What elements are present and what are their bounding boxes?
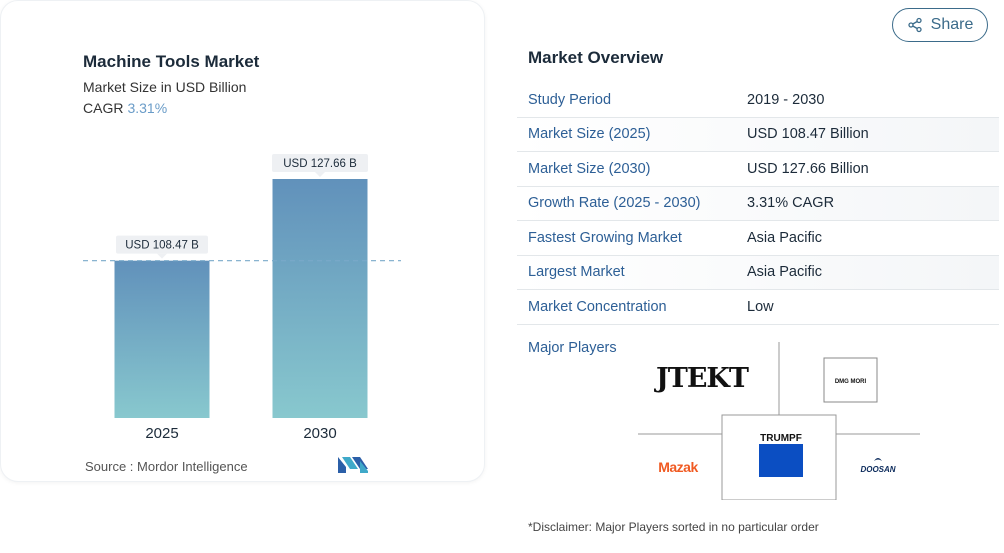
overview-row-value: 3.31% CAGR — [747, 195, 835, 212]
overview-row-label: Market Concentration — [528, 298, 667, 315]
cagr-line: CAGR 3.31% — [83, 100, 167, 116]
data-label-2030: USD 127.66 B — [272, 154, 368, 177]
svg-text:JTEKT: JTEKT — [654, 363, 749, 394]
overview-row-label: Growth Rate (2025 - 2030) — [528, 195, 701, 212]
overview-row-label: Market Size (2030) — [528, 160, 651, 177]
cagr-value: 3.31% — [127, 100, 168, 116]
svg-text:DMG MORI: DMG MORI — [835, 379, 867, 385]
bar-2025 — [114, 260, 210, 418]
overview-row-value: Asia Pacific — [747, 229, 822, 246]
svg-text:USD 127.66 B: USD 127.66 B — [283, 158, 357, 170]
share-label: Share — [930, 16, 974, 33]
share-icon — [907, 17, 922, 33]
overview-row: Fastest Growing Market Asia Pacific — [517, 221, 999, 256]
chart-title: Machine Tools Market — [83, 52, 260, 71]
overview-row: Study Period 2019 - 2030 — [517, 83, 999, 118]
mordor-logo-icon — [338, 457, 368, 473]
overview-row: Market Concentration Low — [517, 290, 999, 325]
share-button[interactable]: Share — [892, 8, 988, 42]
bar-chart: USD 108.47 B 2025 USD 127.66 B 2030 — [83, 154, 401, 442]
major-players-label: Major Players — [528, 340, 617, 356]
overview-row-label: Largest Market — [528, 264, 625, 281]
svg-text:DOOSAN: DOOSAN — [860, 465, 895, 474]
svg-text:TRUMPF: TRUMPF — [760, 433, 802, 444]
overview-title: Market Overview — [528, 48, 664, 67]
overview-row: Market Size (2025) USD 108.47 Billion — [517, 117, 999, 152]
overview-row-label: Market Size (2025) — [528, 126, 651, 143]
overview-row: Market Size (2030) USD 127.66 Billion — [517, 152, 999, 187]
x-tick-label: 2030 — [303, 425, 336, 442]
source-text: Source : Mordor Intelligence — [85, 459, 248, 474]
overview-row: Growth Rate (2025 - 2030) 3.31% CAGR — [517, 186, 999, 221]
mazak-logo: Mazak — [658, 459, 699, 475]
bar-2030 — [272, 179, 368, 418]
x-tick-label: 2025 — [145, 425, 178, 442]
trumpf-logo: TRUMPF — [759, 433, 803, 477]
overview-row-value: Low — [747, 298, 774, 315]
overview-row: Largest Market Asia Pacific — [517, 255, 999, 290]
major-players-grid: JTEKT DMG MORI TRUMPF Mazak DOOSAN — [638, 342, 920, 500]
jtekt-logo: JTEKT — [654, 363, 750, 394]
data-label-2025: USD 108.47 B — [116, 235, 208, 259]
overview-row-value: Asia Pacific — [747, 264, 822, 281]
chart-subtitle: Market Size in USD Billion — [83, 79, 247, 95]
overview-table: Study Period 2019 - 2030 Market Size (2025… — [517, 83, 999, 325]
overview-row-value: USD 108.47 Billion — [747, 126, 869, 143]
overview-row-label: Fastest Growing Market — [528, 229, 682, 246]
chart-card: Machine Tools Market Market Size in USD … — [0, 0, 485, 482]
dmg-mori-logo: DMG MORI — [823, 357, 878, 403]
svg-text:Mazak: Mazak — [658, 459, 698, 475]
disclaimer-text: *Disclaimer: Major Players sorted in no … — [528, 520, 819, 534]
overview-row-label: Study Period — [528, 91, 612, 108]
cagr-label: CAGR — [83, 100, 124, 116]
doosan-logo: DOOSAN — [860, 458, 896, 474]
svg-text:USD 108.47 B: USD 108.47 B — [125, 240, 199, 252]
overview-row-value: 2019 - 2030 — [747, 91, 825, 108]
overview-row-value: USD 127.66 Billion — [747, 160, 869, 177]
